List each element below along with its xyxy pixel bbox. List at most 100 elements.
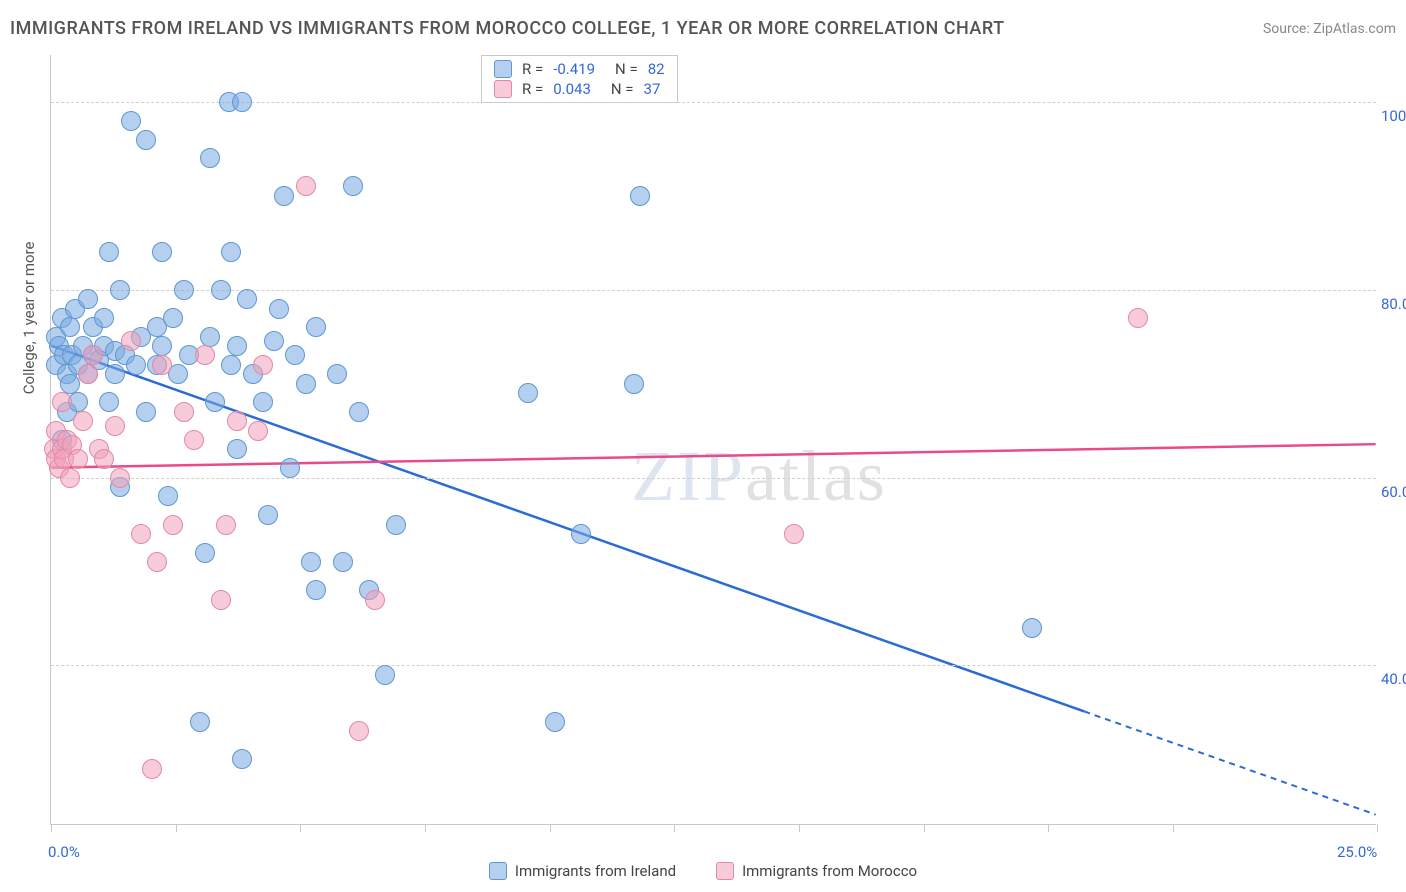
scatter-point-ireland — [205, 392, 225, 412]
scatter-point-ireland — [195, 543, 215, 563]
x-tick — [1377, 824, 1378, 832]
scatter-point-ireland — [280, 458, 300, 478]
scatter-point-morocco — [110, 468, 130, 488]
legend-swatch-ireland — [489, 862, 507, 880]
stat-r-value: -0.419 — [553, 60, 595, 78]
x-tick-label: 25.0% — [1337, 843, 1377, 861]
y-tick-label: 60.0% — [1381, 483, 1406, 501]
scatter-point-ireland — [110, 280, 130, 300]
x-tick-label: 0.0% — [48, 843, 80, 861]
scatter-point-morocco — [216, 515, 236, 535]
scatter-point-ireland — [190, 712, 210, 732]
scatter-point-ireland — [232, 749, 252, 769]
scatter-point-ireland — [60, 317, 80, 337]
scatter-point-ireland — [94, 308, 114, 328]
scatter-point-ireland — [253, 392, 273, 412]
chart-title: IMMIGRANTS FROM IRELAND VS IMMIGRANTS FR… — [10, 18, 1005, 39]
x-tick — [924, 824, 925, 832]
scatter-point-ireland — [232, 92, 252, 112]
x-tick — [300, 824, 301, 832]
scatter-point-ireland — [285, 345, 305, 365]
scatter-point-morocco — [365, 590, 385, 610]
x-tick — [1173, 824, 1174, 832]
legend-item-ireland: Immigrants from Ireland — [489, 862, 676, 880]
scatter-point-ireland — [624, 374, 644, 394]
source-label: Source: ZipAtlas.com — [1263, 21, 1396, 37]
scatter-point-ireland — [1022, 618, 1042, 638]
scatter-point-ireland — [200, 327, 220, 347]
plot-area: ZIPatlas R = -0.419N = 82R = 0.043N = 37… — [50, 55, 1376, 825]
x-tick — [425, 824, 426, 832]
scatter-point-ireland — [174, 280, 194, 300]
scatter-point-morocco — [142, 759, 162, 779]
x-tick — [51, 824, 52, 832]
scatter-point-ireland — [349, 402, 369, 422]
scatter-point-ireland — [163, 308, 183, 328]
x-tick — [176, 824, 177, 832]
scatter-point-morocco — [60, 468, 80, 488]
scatter-point-morocco — [131, 524, 151, 544]
scatter-point-ireland — [306, 317, 326, 337]
x-tick — [674, 824, 675, 832]
x-tick — [550, 824, 551, 832]
scatter-point-ireland — [518, 383, 538, 403]
scatter-point-morocco — [83, 345, 103, 365]
scatter-point-ireland — [571, 524, 591, 544]
stat-r-label: R = — [522, 80, 543, 98]
scatter-point-ireland — [211, 280, 231, 300]
scatter-point-ireland — [237, 289, 257, 309]
scatter-point-morocco — [248, 421, 268, 441]
scatter-point-morocco — [296, 176, 316, 196]
stat-r-label: R = — [522, 60, 543, 78]
stat-n-value: 82 — [648, 60, 665, 78]
stat-n-label: N = — [615, 60, 638, 78]
stats-row-ireland: R = -0.419 N = 82 — [494, 59, 665, 79]
scatter-point-morocco — [152, 355, 172, 375]
y-tick-label: 100.0% — [1381, 107, 1406, 125]
legend-label: Immigrants from Ireland — [515, 862, 676, 880]
trend-line-morocco — [51, 444, 1375, 467]
scatter-point-ireland — [158, 486, 178, 506]
scatter-point-morocco — [184, 430, 204, 450]
scatter-point-morocco — [163, 515, 183, 535]
scatter-point-morocco — [349, 721, 369, 741]
stat-r-value: 0.043 — [553, 80, 591, 98]
scatter-point-morocco — [73, 411, 93, 431]
legend-item-morocco: Immigrants from Morocco — [716, 862, 917, 880]
trend-line-dashed-ireland — [1084, 711, 1375, 814]
scatter-point-morocco — [227, 411, 247, 431]
scatter-point-morocco — [105, 416, 125, 436]
scatter-point-ireland — [375, 665, 395, 685]
scatter-point-ireland — [152, 336, 172, 356]
scatter-point-morocco — [78, 364, 98, 384]
scatter-point-morocco — [52, 392, 72, 412]
scatter-point-ireland — [274, 186, 294, 206]
y-tick-label: 80.0% — [1381, 295, 1406, 313]
trend-lines — [51, 55, 1376, 824]
scatter-point-ireland — [200, 148, 220, 168]
scatter-point-ireland — [152, 242, 172, 262]
scatter-point-ireland — [126, 355, 146, 375]
swatch-ireland — [494, 60, 512, 78]
scatter-point-ireland — [301, 552, 321, 572]
scatter-point-morocco — [174, 402, 194, 422]
scatter-point-ireland — [227, 336, 247, 356]
y-tick-label: 40.0% — [1381, 670, 1406, 688]
scatter-point-ireland — [545, 712, 565, 732]
scatter-point-ireland — [630, 186, 650, 206]
scatter-point-ireland — [105, 364, 125, 384]
gridline — [51, 665, 1376, 666]
scatter-point-ireland — [227, 439, 247, 459]
scatter-point-ireland — [296, 374, 316, 394]
legend-label: Immigrants from Morocco — [742, 862, 917, 880]
scatter-point-ireland — [386, 515, 406, 535]
scatter-point-morocco — [211, 590, 231, 610]
scatter-point-ireland — [343, 176, 363, 196]
scatter-point-ireland — [221, 242, 241, 262]
scatter-point-morocco — [195, 345, 215, 365]
scatter-point-ireland — [333, 552, 353, 572]
scatter-point-ireland — [136, 402, 156, 422]
y-axis-title: College, 1 year or more — [20, 242, 38, 395]
scatter-point-ireland — [258, 505, 278, 525]
gridline — [51, 478, 1376, 479]
